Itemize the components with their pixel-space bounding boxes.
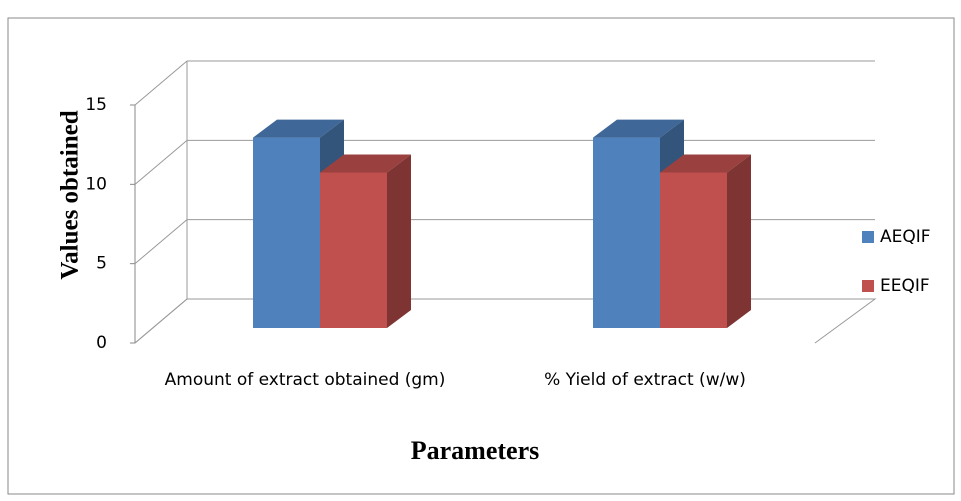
legend-label: AEQIF xyxy=(880,227,931,247)
bar-top xyxy=(660,154,751,173)
x-tick-label: Amount of extract obtained (gm) xyxy=(164,370,446,390)
legend-swatch xyxy=(862,280,874,292)
bar-side xyxy=(387,154,411,328)
bar-top xyxy=(253,119,344,138)
y-axis-title: Values obtained xyxy=(57,110,84,279)
grid-line xyxy=(134,60,188,106)
bar-side xyxy=(727,154,751,328)
grid-line xyxy=(134,298,188,344)
bar-top xyxy=(593,119,684,138)
bar xyxy=(660,172,727,328)
y-tick-label: 0 xyxy=(96,333,107,353)
legend-label: EEQIF xyxy=(880,276,930,296)
y-tick-label: 15 xyxy=(85,95,107,115)
legend-swatch xyxy=(862,231,874,243)
bar-top xyxy=(320,154,411,173)
bar xyxy=(320,172,387,328)
floor xyxy=(134,298,877,344)
grid-line xyxy=(134,139,188,185)
grid-line xyxy=(134,219,188,265)
y-tick-label: 10 xyxy=(85,174,107,194)
bar xyxy=(253,137,320,328)
y-tick-label: 5 xyxy=(96,254,107,274)
x-axis-title: Parameters xyxy=(411,436,539,465)
chart-border xyxy=(7,17,955,495)
bar xyxy=(593,137,660,328)
x-tick-label: % Yield of extract (w/w) xyxy=(544,370,746,390)
